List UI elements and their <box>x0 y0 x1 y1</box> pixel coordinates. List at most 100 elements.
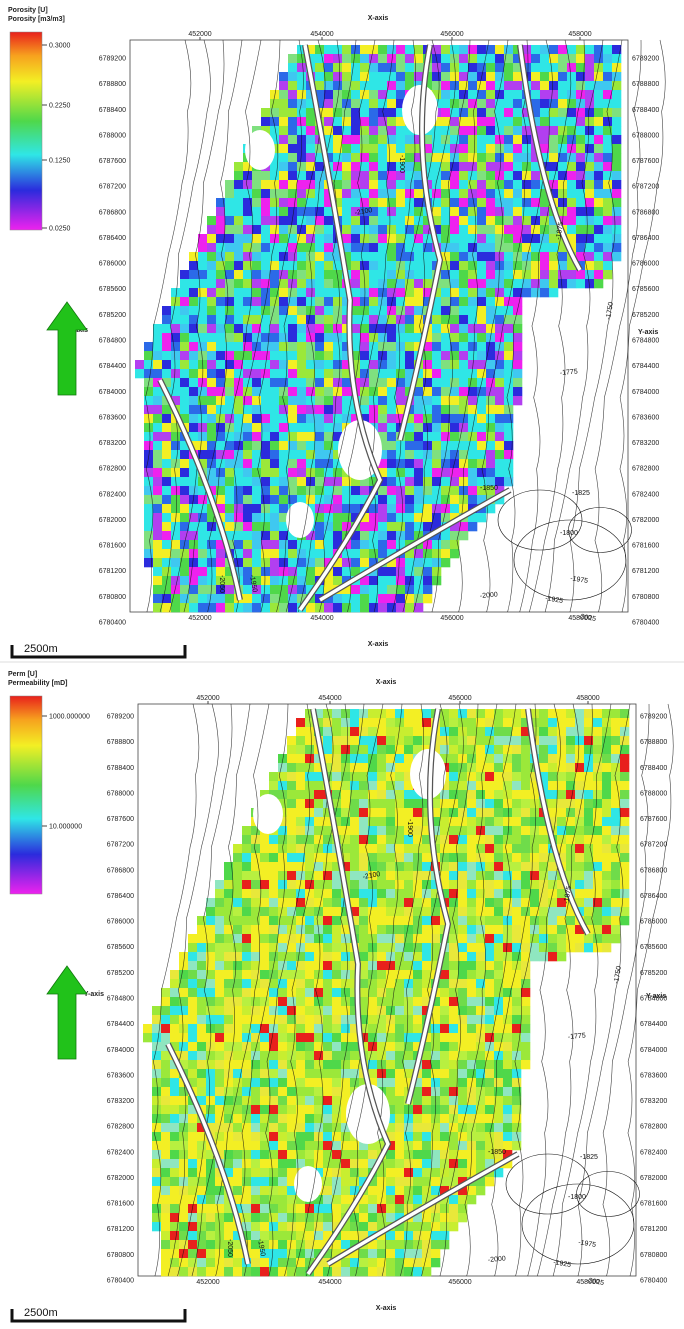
y-tick-label: 6782800 <box>99 466 126 473</box>
property-cell <box>548 745 557 754</box>
property-cell <box>332 718 341 727</box>
property-cell <box>288 396 297 405</box>
property-cell <box>612 189 621 198</box>
property-cell <box>513 171 522 180</box>
property-cell <box>306 234 315 243</box>
property-cell <box>296 1078 305 1087</box>
property-cell <box>171 504 180 513</box>
property-cell <box>558 108 567 117</box>
property-cell <box>270 495 279 504</box>
property-cell <box>332 709 341 718</box>
property-cell <box>278 1105 287 1114</box>
property-cell <box>468 522 477 531</box>
property-cell <box>494 1132 503 1141</box>
property-cell <box>315 333 324 342</box>
property-cell <box>449 763 458 772</box>
property-cell <box>449 772 458 781</box>
property-cell <box>387 405 396 414</box>
property-cell <box>297 72 306 81</box>
property-cell <box>324 522 333 531</box>
property-cell <box>585 270 594 279</box>
property-cell <box>422 1060 431 1069</box>
property-cell <box>332 925 341 934</box>
property-cell <box>162 369 171 378</box>
property-cell <box>342 180 351 189</box>
property-cell <box>404 952 413 961</box>
property-cell <box>486 99 495 108</box>
property-cell <box>477 81 486 90</box>
property-cell <box>467 1069 476 1078</box>
property-cell <box>360 360 369 369</box>
property-cell <box>441 333 450 342</box>
property-cell <box>459 198 468 207</box>
property-cell <box>251 1096 260 1105</box>
property-cell <box>152 1069 161 1078</box>
property-cell <box>404 799 413 808</box>
property-cell <box>566 718 575 727</box>
property-cell <box>440 1114 449 1123</box>
property-cell <box>387 477 396 486</box>
property-cell <box>215 889 224 898</box>
property-cell <box>315 270 324 279</box>
property-cell <box>404 727 413 736</box>
property-cell <box>494 1069 503 1078</box>
property-cell <box>369 126 378 135</box>
property-cell <box>215 997 224 1006</box>
property-cell <box>288 207 297 216</box>
property-cell <box>242 1096 251 1105</box>
y-tick-label: 6787200 <box>99 184 126 191</box>
property-cell <box>270 432 279 441</box>
property-cell <box>377 817 386 826</box>
property-cell <box>468 432 477 441</box>
property-cell <box>224 934 233 943</box>
property-cell <box>612 225 621 234</box>
property-cell <box>351 558 360 567</box>
property-cell <box>161 1087 170 1096</box>
property-cell <box>395 1141 404 1150</box>
property-cell <box>467 790 476 799</box>
property-cell <box>368 1186 377 1195</box>
property-cell <box>315 378 324 387</box>
property-cell <box>287 889 296 898</box>
property-cell <box>404 889 413 898</box>
property-cell <box>323 1024 332 1033</box>
property-cell <box>377 916 386 925</box>
property-cell <box>504 126 513 135</box>
property-cell <box>576 207 585 216</box>
property-cell <box>405 531 414 540</box>
property-cell <box>603 54 612 63</box>
property-cell <box>243 594 252 603</box>
property-cell <box>207 360 216 369</box>
property-cell <box>333 522 342 531</box>
property-cell <box>251 916 260 925</box>
property-cell <box>386 880 395 889</box>
property-cell <box>215 925 224 934</box>
property-cell <box>287 1141 296 1150</box>
property-cell <box>566 727 575 736</box>
property-cell <box>485 808 494 817</box>
property-cell <box>252 486 261 495</box>
property-cell <box>512 934 521 943</box>
property-cell <box>269 952 278 961</box>
property-cell <box>485 1087 494 1096</box>
property-cell <box>260 889 269 898</box>
property-cell <box>396 324 405 333</box>
property-cell <box>377 835 386 844</box>
property-cell <box>306 558 315 567</box>
property-cell <box>576 198 585 207</box>
property-cell <box>413 1195 422 1204</box>
property-cell <box>584 709 593 718</box>
property-cell <box>395 970 404 979</box>
property-cell <box>288 243 297 252</box>
property-cell <box>297 297 306 306</box>
property-cell <box>260 934 269 943</box>
property-cell <box>180 369 189 378</box>
property-cell <box>216 594 225 603</box>
property-cell <box>441 99 450 108</box>
property-cell <box>188 1033 197 1042</box>
property-cell <box>179 1024 188 1033</box>
property-cell <box>180 585 189 594</box>
property-cell <box>467 961 476 970</box>
property-cell <box>485 826 494 835</box>
property-cell <box>486 261 495 270</box>
